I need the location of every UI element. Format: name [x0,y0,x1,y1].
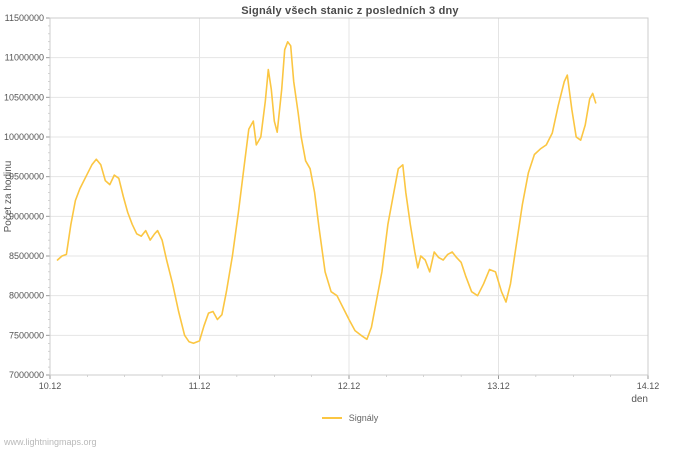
x-tick-label: 14.12 [637,381,660,391]
y-tick-label: 8000000 [9,291,44,301]
y-tick-label: 8500000 [9,251,44,261]
chart-title: Signály všech stanic z posledních 3 dny [241,5,459,17]
y-tick-label: 10500000 [4,92,44,102]
y-tick-label: 11000000 [5,53,44,63]
legend-swatch [321,417,342,419]
x-axis-label: den [631,394,648,405]
y-tick-label: 11500000 [5,13,44,23]
chart-svg: 7000000 7500000 8000000 8500000 9000000 95000… [3,13,660,405]
x-tick-label: 13.12 [487,381,510,391]
y-tick-label: 9000000 [9,211,44,221]
y-tick-label: 7500000 [9,330,44,340]
x-tick-label: 12.12 [338,381,361,391]
plot-border [49,17,649,376]
series-line-Signály [56,40,597,345]
legend: Signály [0,413,700,423]
y-tick-label: 10000000 [4,132,44,142]
y-tick-label: 7000000 [9,370,44,380]
x-tick-label: 11.12 [189,381,211,391]
legend-label: Signály [348,413,379,423]
x-tick-label: 10.12 [39,381,62,391]
y-tick-label: 9500000 [9,172,44,182]
y-axis-label: Počet za hodinu [3,161,14,233]
watermark-link[interactable]: www.lightningmaps.org [4,437,97,447]
